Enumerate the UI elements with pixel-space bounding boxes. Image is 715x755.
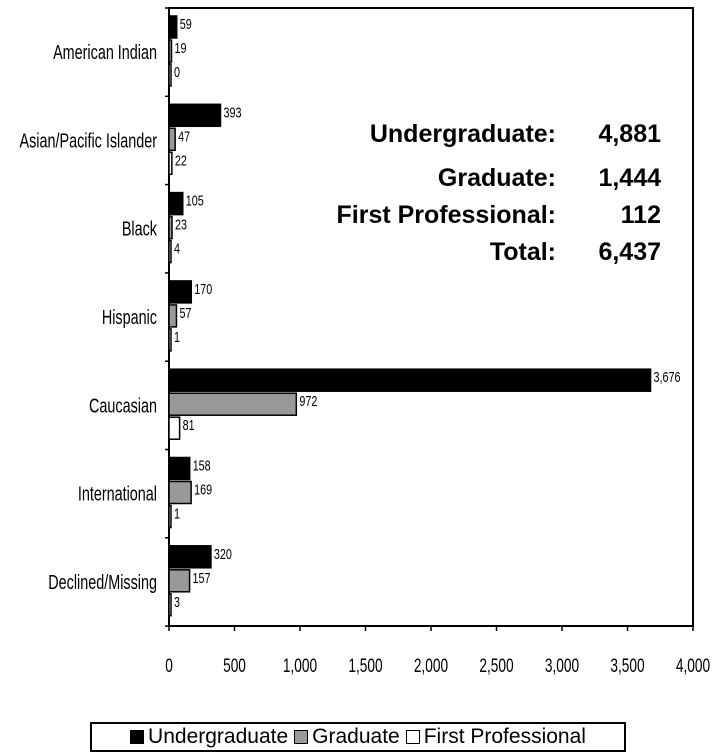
value-label-graduate-american-indian: 19	[174, 39, 186, 56]
summary-label-undergraduate: Undergraduate:	[370, 120, 556, 148]
value-label-undergraduate-caucasian: 3,676	[654, 368, 681, 385]
value-label-undergraduate-black: 105	[186, 192, 204, 209]
legend-item-graduate: Graduate	[294, 725, 400, 749]
summary-value-first-professional: 112	[621, 201, 661, 229]
value-label-first-professional-caucasian: 81	[183, 416, 195, 433]
value-label-first-professional-black: 4	[174, 240, 180, 257]
category-label-hispanic: Hispanic	[102, 306, 157, 329]
legend-swatch-graduate	[294, 730, 309, 744]
x-tick-label: 500	[223, 655, 246, 677]
summary-label-total: Total:	[490, 238, 556, 266]
bar-first-professional-declined-missing	[168, 593, 172, 617]
category-label-black: Black	[122, 217, 157, 240]
bar-undergraduate-black	[168, 191, 184, 216]
bar-first-professional-caucasian	[168, 416, 181, 440]
value-label-graduate-international: 169	[194, 481, 212, 498]
category-label-american-indian: American Indian	[53, 41, 157, 64]
legend-swatch-undergraduate	[130, 730, 145, 744]
bar-graduate-american-indian	[168, 39, 173, 63]
value-label-graduate-hispanic: 57	[179, 304, 191, 321]
category-label-asian-pacific-islander: Asian/Pacific Islander	[19, 129, 157, 152]
category-label-declined-missing: Declined/Missing	[48, 571, 157, 594]
bar-graduate-caucasian	[168, 392, 298, 416]
bar-undergraduate-hispanic	[168, 280, 193, 304]
value-label-graduate-caucasian: 972	[299, 392, 317, 409]
bar-first-professional-hispanic	[168, 328, 172, 352]
bar-graduate-international	[168, 480, 192, 505]
legend-item-first-professional: First Professional	[405, 725, 586, 749]
summary-value-graduate: 1,444	[598, 164, 661, 192]
bar-first-professional-asian-pacific-islander	[168, 151, 173, 176]
plot-frame	[168, 7, 694, 627]
bar-first-professional-international	[168, 504, 172, 529]
value-label-first-professional-asian-pacific-islander: 22	[175, 152, 187, 169]
legend: Undergraduate Graduate First Professiona…	[90, 722, 626, 752]
value-label-graduate-asian-pacific-islander: 47	[178, 128, 190, 145]
x-tick-label: 1,500	[348, 655, 382, 677]
legend-label-undergraduate: Undergraduate	[148, 725, 289, 748]
legend-item-undergraduate: Undergraduate	[130, 725, 288, 749]
bar-graduate-hispanic	[168, 304, 178, 328]
summary-value-total: 6,437	[598, 238, 661, 266]
value-label-first-professional-international: 1	[174, 505, 180, 522]
legend-label-first-professional: First Professional	[423, 725, 586, 748]
value-label-undergraduate-american-indian: 59	[180, 15, 192, 32]
value-label-first-professional-declined-missing: 3	[174, 593, 180, 610]
x-tick-label: 3,500	[610, 655, 644, 677]
value-label-undergraduate-asian-pacific-islander: 393	[223, 104, 241, 121]
category-label-international: International	[78, 482, 157, 505]
bar-first-professional-black	[168, 239, 172, 264]
bar-undergraduate-asian-pacific-islander	[168, 103, 222, 128]
summary-label-graduate: Graduate:	[438, 164, 556, 192]
bar-undergraduate-declined-missing	[168, 545, 212, 569]
value-label-graduate-declined-missing: 157	[193, 569, 211, 586]
bar-graduate-black	[168, 215, 173, 240]
legend-swatch-first-professional	[405, 730, 420, 744]
bar-undergraduate-caucasian	[168, 368, 652, 392]
value-label-graduate-black: 23	[175, 216, 187, 233]
value-label-first-professional-hispanic: 1	[174, 328, 180, 345]
bar-first-professional-american-indian	[168, 63, 172, 87]
x-tick-label: 2,500	[479, 655, 513, 677]
bar-graduate-asian-pacific-islander	[168, 127, 176, 152]
summary-value-undergraduate: 4,881	[598, 120, 661, 148]
x-tick-label: 0	[165, 655, 173, 677]
x-tick-label: 4,000	[676, 655, 710, 677]
legend-label-graduate: Graduate	[312, 725, 400, 748]
x-tick-label: 3,000	[545, 655, 579, 677]
value-label-undergraduate-international: 158	[193, 457, 211, 474]
value-label-first-professional-american-indian: 0	[174, 63, 180, 80]
x-tick-label: 1,000	[283, 655, 317, 677]
bar-undergraduate-international	[168, 456, 191, 481]
summary-label-first-professional: First Professional:	[337, 201, 557, 229]
x-tick-label: 2,000	[414, 655, 448, 677]
value-label-undergraduate-hispanic: 170	[194, 280, 212, 297]
bar-graduate-declined-missing	[168, 569, 191, 593]
value-label-undergraduate-declined-missing: 320	[214, 545, 232, 562]
bar-chart: 0 500 1,000 1,500 2,000 2,500 3,000 3,500 4,000 A…	[19, 7, 710, 677]
category-label-caucasian: Caucasian	[89, 394, 157, 417]
bar-undergraduate-american-indian	[168, 15, 178, 39]
